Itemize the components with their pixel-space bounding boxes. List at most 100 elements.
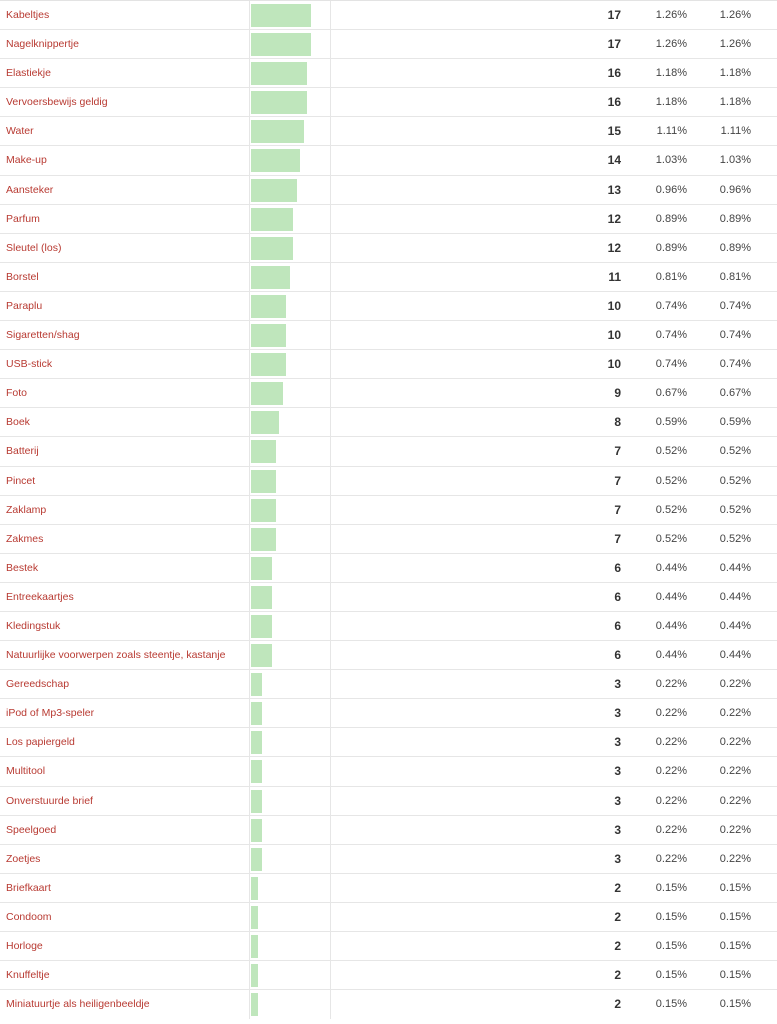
row-label-link[interactable]: Paraplu [6, 299, 43, 312]
column-divider [330, 146, 331, 175]
column-divider [249, 1, 250, 30]
row-percent: 0.15% [655, 881, 687, 894]
column-divider [249, 902, 250, 931]
row-count: 3 [614, 764, 621, 779]
row-percent: 0.15% [655, 998, 687, 1011]
row-percent: 0.74% [655, 329, 687, 342]
row-label-link[interactable]: Boek [6, 416, 30, 429]
row-count: 7 [614, 473, 621, 488]
row-label-link[interactable]: Bestek [6, 561, 39, 574]
row-label-link[interactable]: Miniatuurtje als heiligenbeeldje [6, 998, 150, 1011]
row-percent: 0.15% [655, 910, 687, 923]
column-divider [249, 117, 250, 146]
column-divider [330, 350, 331, 379]
row-label-link[interactable]: Condoom [6, 910, 52, 923]
column-divider [249, 233, 250, 262]
row-label-link[interactable]: Sleutel (los) [6, 241, 62, 254]
row-label-link[interactable]: Sigaretten/shag [6, 329, 80, 342]
row-valid-percent: 0.74% [719, 358, 751, 371]
row-label-link[interactable]: Elastiekje [6, 67, 51, 80]
column-divider [330, 582, 331, 611]
row-count: 2 [614, 880, 621, 895]
row-label-link[interactable]: Natuurlijke voorwerpen zoals steentje, k… [6, 649, 226, 662]
column-divider [249, 670, 250, 699]
row-label-link[interactable]: Entreekaartjes [6, 590, 74, 603]
row-label-link[interactable]: Pincet [6, 474, 36, 487]
row-percent: 1.18% [655, 96, 687, 109]
table-row: Vervoersbewijs geldig 16 1.18% 1.18% [0, 88, 777, 118]
row-count: 6 [614, 618, 621, 633]
row-percent: 0.59% [655, 416, 687, 429]
row-percent: 1.18% [655, 67, 687, 80]
row-label-link[interactable]: Zaklamp [6, 503, 47, 516]
row-valid-percent: 1.11% [720, 125, 751, 138]
row-count: 3 [614, 851, 621, 866]
row-valid-percent: 0.96% [719, 183, 751, 196]
column-divider [249, 88, 250, 117]
row-label-link[interactable]: Make-up [6, 154, 47, 167]
table-row: Parfum 12 0.89% 0.89% [0, 204, 777, 234]
row-percent: 0.44% [655, 649, 687, 662]
row-label-link[interactable]: Kabeltjes [6, 9, 50, 21]
frequency-bar [251, 411, 279, 435]
column-divider [249, 175, 250, 204]
row-label-link[interactable]: Speelgoed [6, 823, 57, 836]
row-label-link[interactable]: Vervoersbewijs geldig [6, 96, 108, 109]
row-label-link[interactable]: Borstel [6, 270, 39, 283]
row-valid-percent: 0.74% [719, 299, 751, 312]
row-label-link[interactable]: Aansteker [6, 183, 54, 196]
column-divider [330, 961, 331, 990]
row-count: 12 [607, 211, 621, 226]
row-count: 2 [614, 939, 621, 953]
column-divider [249, 641, 250, 670]
column-divider [249, 699, 250, 728]
column-divider [330, 757, 331, 786]
table-row: Kledingstuk 6 0.44% 0.44% [0, 611, 777, 642]
row-label-link[interactable]: Zakmes [6, 532, 44, 545]
column-divider [249, 204, 250, 233]
row-count: 10 [607, 298, 621, 313]
column-divider [330, 786, 331, 815]
row-percent: 0.96% [655, 183, 687, 196]
row-label-link[interactable]: Onverstuurde brief [6, 794, 93, 807]
row-valid-percent: 0.44% [719, 619, 751, 632]
row-label-link[interactable]: Los papiergeld [6, 736, 75, 749]
column-divider [330, 524, 331, 553]
column-divider [330, 437, 331, 466]
table-row: Sigaretten/shag 10 0.74% 0.74% [0, 321, 777, 351]
row-label-link[interactable]: USB-stick [6, 358, 53, 371]
row-label-link[interactable]: Horloge [6, 940, 43, 952]
row-label-link[interactable]: Briefkaart [6, 881, 51, 894]
row-label-link[interactable]: Nagelknippertje [6, 38, 79, 51]
column-divider [330, 495, 331, 524]
row-label-link[interactable]: Foto [6, 387, 28, 400]
row-valid-percent: 0.22% [719, 823, 751, 836]
row-label-link[interactable]: Kledingstuk [6, 619, 61, 632]
column-divider [249, 815, 250, 844]
frequency-bar [251, 760, 262, 784]
row-label-link[interactable]: Knuffeltje [6, 969, 50, 982]
column-divider [330, 59, 331, 88]
row-label-link[interactable]: iPod of Mp3-speler [6, 707, 95, 720]
row-label-link[interactable]: Water [6, 125, 34, 138]
row-label-link[interactable]: Multitool [6, 765, 46, 778]
column-divider [330, 815, 331, 844]
column-divider [330, 233, 331, 262]
column-divider [330, 670, 331, 699]
table-row: Speelgoed 3 0.22% 0.22% [0, 815, 777, 845]
frequency-bar [251, 294, 286, 318]
table-row: Foto 9 0.67% 0.67% [0, 379, 777, 409]
table-row: Kabeltjes 17 1.26% 1.26% [0, 1, 777, 31]
row-percent: 0.44% [655, 590, 687, 603]
row-valid-percent: 0.44% [719, 590, 751, 603]
column-divider [249, 524, 250, 553]
frequency-bar [251, 789, 262, 813]
row-label-link[interactable]: Parfum [6, 212, 40, 225]
row-percent: 0.52% [655, 503, 687, 516]
table-row: Sleutel (los) 12 0.89% 0.89% [0, 233, 777, 263]
row-label-link[interactable]: Batterij [6, 445, 39, 458]
column-divider [330, 204, 331, 233]
row-label-link[interactable]: Gereedschap [6, 678, 70, 691]
row-count: 6 [614, 589, 621, 604]
row-label-link[interactable]: Zoetjes [6, 852, 41, 865]
